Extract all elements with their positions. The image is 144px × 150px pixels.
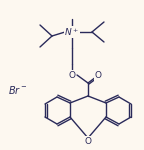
Text: $N^+$: $N^+$ (64, 26, 80, 38)
Text: $Br^-$: $Br^-$ (8, 84, 28, 96)
Text: O: O (69, 70, 75, 80)
Text: O: O (94, 72, 102, 81)
Text: O: O (85, 136, 91, 146)
